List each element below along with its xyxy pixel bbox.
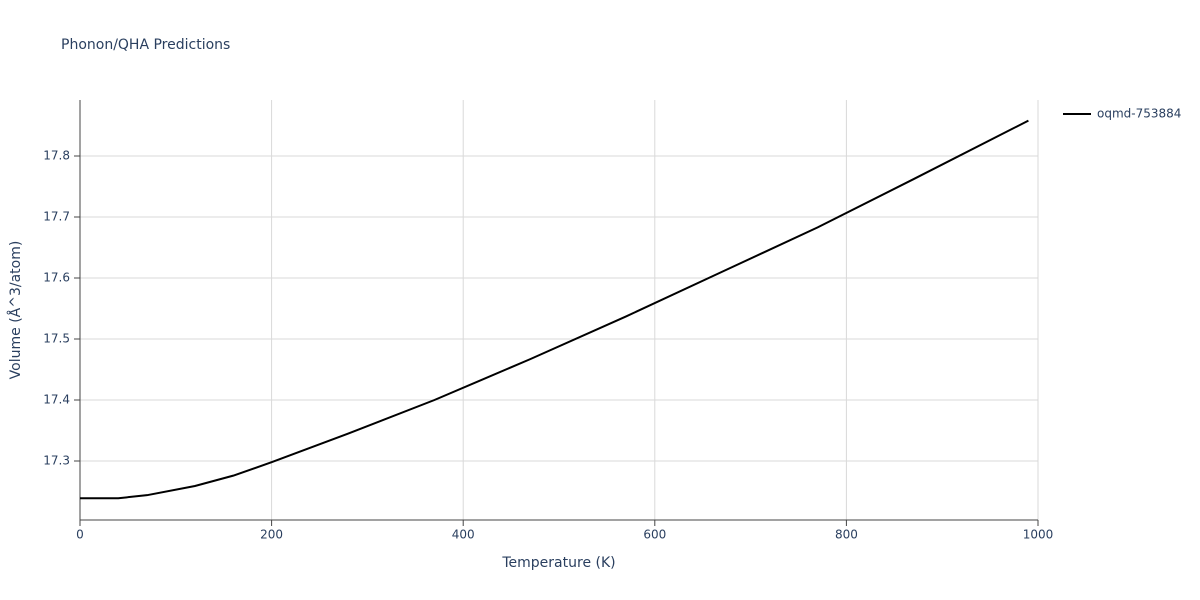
data-line <box>80 119 1029 500</box>
x-tick-label: 200 <box>260 528 283 542</box>
y-tick-label: 17.5 <box>43 332 70 346</box>
y-tick-label: 17.3 <box>43 454 70 468</box>
y-tick-label: 17.6 <box>43 271 70 285</box>
y-tick-label: 17.7 <box>43 210 70 224</box>
x-tick-label: 600 <box>643 528 666 542</box>
x-tick-label: 800 <box>835 528 858 542</box>
chart-title: Phonon/QHA Predictions <box>61 37 230 53</box>
legend-label: oqmd-753884 <box>1097 107 1181 121</box>
y-tick-label: 17.4 <box>43 393 70 407</box>
y-tick-label: 17.8 <box>43 149 70 163</box>
x-axis-label: Temperature (K) <box>501 555 615 571</box>
x-tick-label: 0 <box>76 528 84 542</box>
x-tick-label: 400 <box>452 528 475 542</box>
x-tick-label: 1000 <box>1023 528 1054 542</box>
y-axis-label: Volume (Å^3/atom) <box>7 241 24 380</box>
